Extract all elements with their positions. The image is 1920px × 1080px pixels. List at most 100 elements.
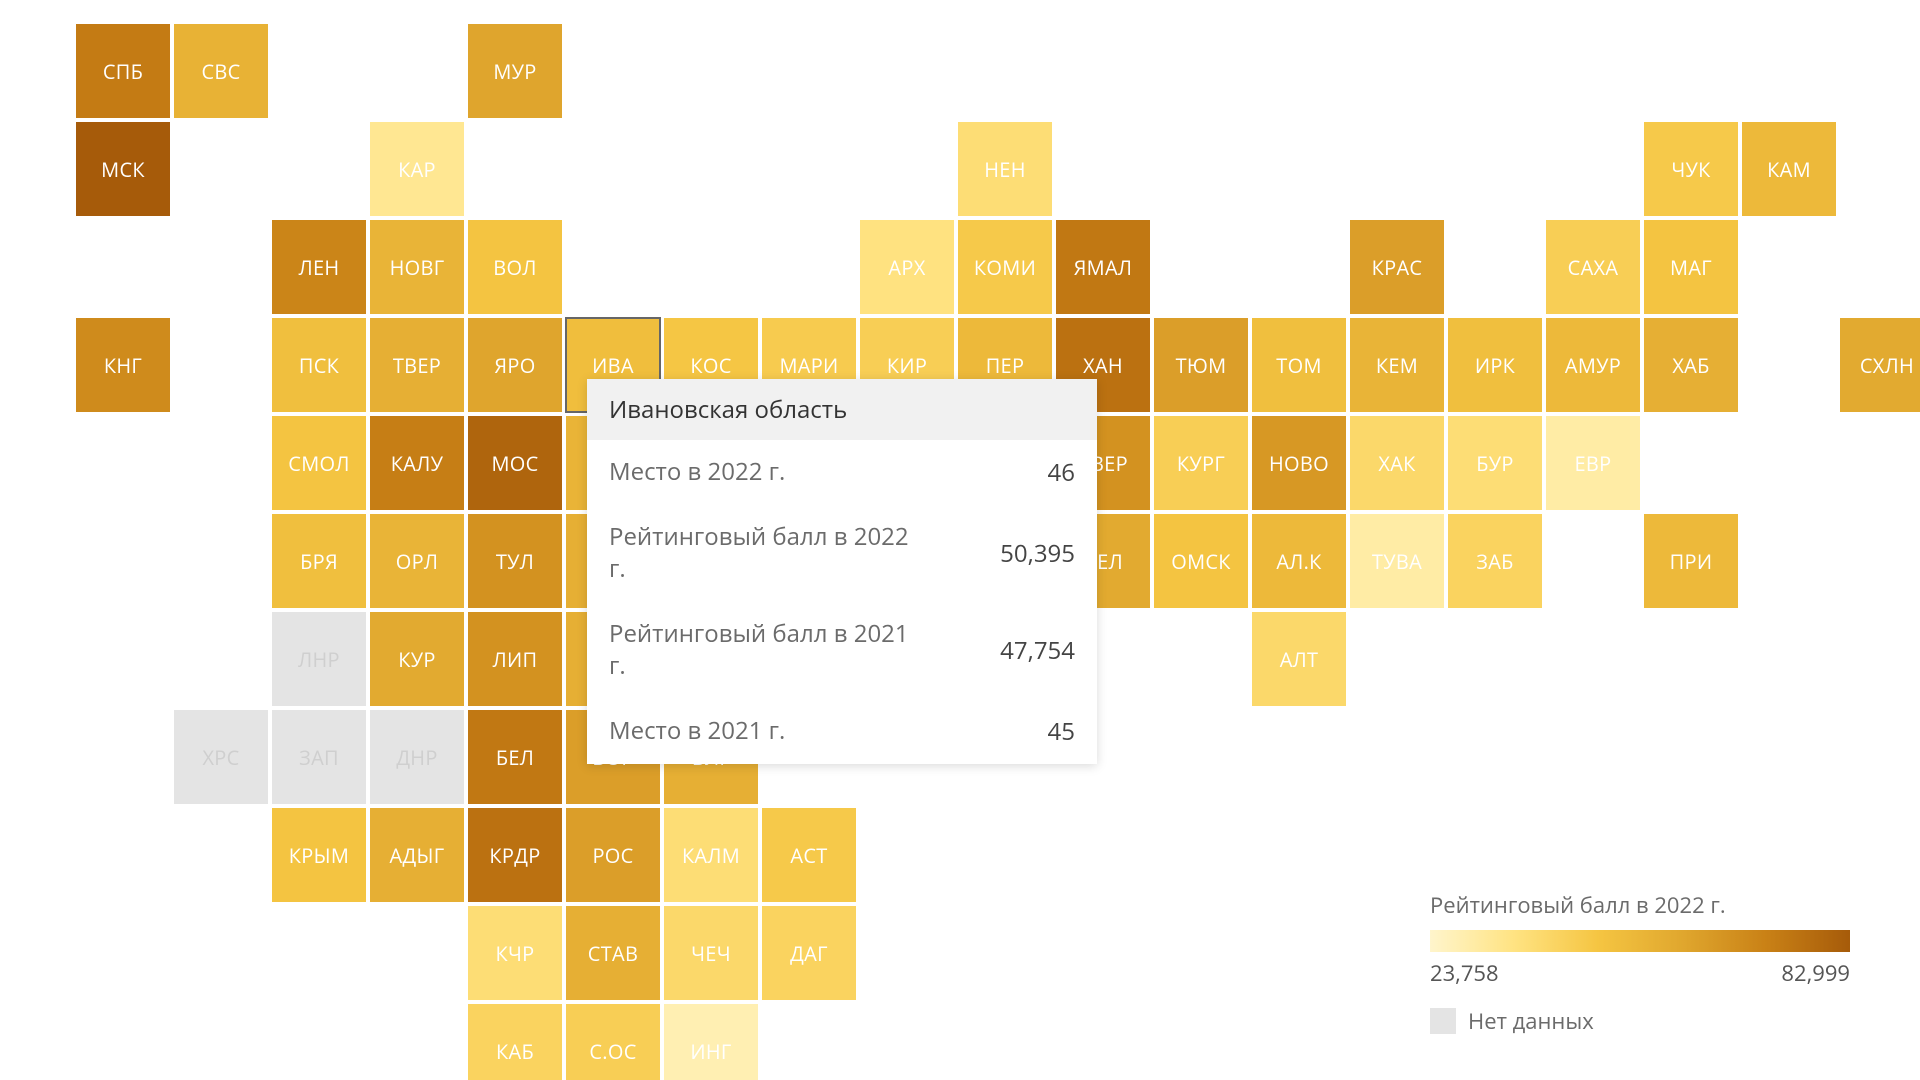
region-cell-msk[interactable]: МСК [75,121,171,217]
region-cell-tom[interactable]: ТОМ [1251,317,1347,413]
region-cell-label: ПСК [299,352,339,379]
region-cell-kalu[interactable]: КАЛУ [369,415,465,511]
region-cell-chuk[interactable]: ЧУК [1643,121,1739,217]
region-cell-hab[interactable]: ХАБ [1643,317,1739,413]
region-cell-kamc[interactable]: КАМ [1741,121,1837,217]
region-cell-tyum[interactable]: ТЮМ [1153,317,1249,413]
region-cell-label: МОС [491,450,538,477]
region-cell-label: ТУЛ [496,548,534,575]
region-cell-label: КРАС [1372,254,1423,281]
region-cell-label: БРЯ [300,548,338,575]
region-cell-label: КАЛМ [682,842,740,869]
region-cell-kchr[interactable]: КЧР [467,905,563,1001]
legend-nodata: Нет данных [1430,1006,1850,1036]
region-cell-nen[interactable]: НЕН [957,121,1053,217]
region-cell-label: ИВА [592,352,634,379]
region-cell-klm[interactable]: КАЛМ [663,807,759,903]
region-cell-label: КИР [887,352,927,379]
region-cell-bry[interactable]: БРЯ [271,513,367,609]
tooltip-rows: Место в 2022 г.46Рейтинговый балл в 2022… [587,440,1097,764]
region-cell-dag[interactable]: ДАГ [761,905,857,1001]
region-cell-label: ЛНР [298,646,340,673]
region-cell-psk[interactable]: ПСК [271,317,367,413]
region-cell-svs[interactable]: СВС [173,23,269,119]
region-cell-ymal[interactable]: ЯМАЛ [1055,219,1151,315]
region-cell-label: НЕН [984,156,1026,183]
region-cell-ing[interactable]: ИНГ [663,1003,759,1080]
region-cell-label: БУР [1476,450,1514,477]
region-cell-label: ЛЕН [299,254,340,281]
region-cell-tul[interactable]: ТУЛ [467,513,563,609]
region-cell-omsk[interactable]: ОМСК [1153,513,1249,609]
region-cell-komi[interactable]: КОМИ [957,219,1053,315]
region-cell-label: ИРК [1475,352,1515,379]
region-cell-kurg[interactable]: КУРГ [1153,415,1249,511]
region-cell-saha[interactable]: САХА [1545,219,1641,315]
tooltip-title: Ивановская область [587,379,1097,440]
region-cell-pri[interactable]: ПРИ [1643,513,1739,609]
region-cell-stav[interactable]: СТАВ [565,905,661,1001]
region-cell-label: БЕЛ [496,744,534,771]
tooltip-value: 45 [1048,715,1075,748]
region-cell-mag[interactable]: МАГ [1643,219,1739,315]
region-cell-label: ОМСК [1171,548,1231,575]
region-cell-lnr[interactable]: ЛНР [271,611,367,707]
region-cell-label: КУР [398,646,435,673]
region-cell-vol[interactable]: ВОЛ [467,219,563,315]
region-cell-label: САХА [1568,254,1619,281]
region-tooltip: Ивановская область Место в 2022 г.46Рейт… [587,379,1097,764]
region-cell-kur[interactable]: КУР [369,611,465,707]
region-cell-label: НОВГ [390,254,445,281]
region-cell-krym[interactable]: КРЫМ [271,807,367,903]
region-cell-novg[interactable]: НОВГ [369,219,465,315]
region-cell-shln[interactable]: СХЛН [1839,317,1920,413]
region-cell-hrs[interactable]: ХРС [173,709,269,805]
region-cell-yar[interactable]: ЯРО [467,317,563,413]
region-cell-adyg[interactable]: АДЫГ [369,807,465,903]
region-cell-kras[interactable]: КРАС [1349,219,1445,315]
tooltip-row: Место в 2022 г.46 [587,440,1097,505]
region-cell-label: АРХ [888,254,925,281]
region-cell-label: СВС [201,58,240,85]
region-cell-alt[interactable]: АЛТ [1251,611,1347,707]
region-cell-ros[interactable]: РОС [565,807,661,903]
region-cell-sos[interactable]: С.ОС [565,1003,661,1080]
region-cell-kar[interactable]: КАР [369,121,465,217]
region-cell-tuva[interactable]: ТУВА [1349,513,1445,609]
region-cell-tver[interactable]: ТВЕР [369,317,465,413]
region-cell-mos[interactable]: МОС [467,415,563,511]
region-cell-label: ДНР [396,744,437,771]
region-cell-chech[interactable]: ЧЕЧ [663,905,759,1001]
region-cell-kem[interactable]: КЕМ [1349,317,1445,413]
region-cell-hak[interactable]: ХАК [1349,415,1445,511]
region-cell-label: МАГ [1670,254,1712,281]
region-cell-zab[interactable]: ЗАБ [1447,513,1543,609]
region-cell-krdr[interactable]: КРДР [467,807,563,903]
region-cell-label: ПЕР [986,352,1025,379]
region-cell-evr[interactable]: ЕВР [1545,415,1641,511]
region-cell-label: ТОМ [1276,352,1321,379]
region-cell-ast[interactable]: АСТ [761,807,857,903]
cartogram-stage: СПБ СВС МУР МСК КАР НЕН ЧУККАМ ЛЕН НОВГ ВОЛ АРХ КОМ… [0,0,1920,1080]
region-cell-bel[interactable]: БЕЛ [467,709,563,805]
region-cell-bur[interactable]: БУР [1447,415,1543,511]
region-cell-kab[interactable]: КАБ [467,1003,563,1080]
region-cell-dnr[interactable]: ДНР [369,709,465,805]
region-cell-arh[interactable]: АРХ [859,219,955,315]
region-cell-irk[interactable]: ИРК [1447,317,1543,413]
region-cell-smol[interactable]: СМОЛ [271,415,367,511]
region-cell-alk[interactable]: АЛ.К [1251,513,1347,609]
color-legend: Рейтинговый балл в 2022 г. 23,758 82,999… [1430,890,1850,1036]
region-cell-len[interactable]: ЛЕН [271,219,367,315]
region-cell-novo[interactable]: НОВО [1251,415,1347,511]
region-cell-zap[interactable]: ЗАП [271,709,367,805]
region-cell-kng[interactable]: КНГ [75,317,171,413]
region-cell-orl[interactable]: ОРЛ [369,513,465,609]
region-cell-spb[interactable]: СПБ [75,23,171,119]
region-cell-label: РОС [592,842,633,869]
region-cell-lip[interactable]: ЛИП [467,611,563,707]
legend-min: 23,758 [1430,958,1499,988]
legend-nodata-label: Нет данных [1468,1006,1594,1036]
region-cell-mur[interactable]: МУР [467,23,563,119]
region-cell-amur[interactable]: АМУР [1545,317,1641,413]
